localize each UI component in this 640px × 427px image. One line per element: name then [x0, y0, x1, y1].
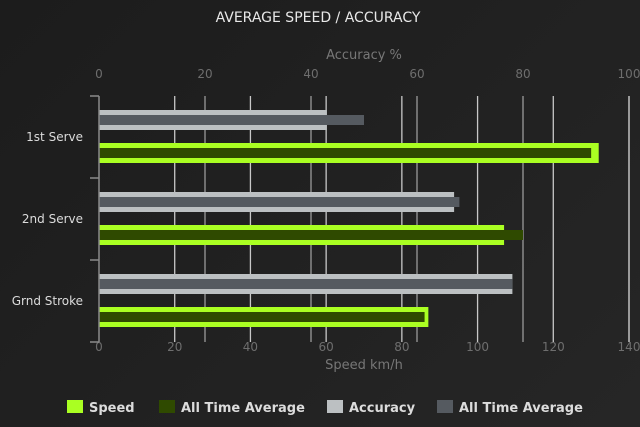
bottom-tick-label: 120	[542, 340, 565, 354]
legend-item: Accuracy	[327, 400, 416, 416]
top-tick-label: 60	[409, 67, 424, 81]
accuracy-average-bar	[99, 197, 460, 207]
bottom-axis-label: Speed km/h	[325, 358, 403, 373]
accuracy-average-bar	[99, 279, 513, 289]
legend-swatch	[159, 400, 175, 413]
legend-swatch	[67, 400, 83, 413]
bottom-tick-label: 40	[243, 340, 258, 354]
legend-item: Speed	[67, 400, 135, 416]
bottom-tick-label: 140	[618, 340, 640, 354]
speed-average-bar	[99, 148, 592, 158]
accuracy-average-bar	[99, 115, 364, 125]
legend-label: All Time Average	[459, 401, 583, 416]
top-tick-label: 20	[197, 67, 212, 81]
speed-average-bar	[99, 312, 425, 322]
bottom-tick-label: 80	[394, 340, 409, 354]
top-tick-label: 100	[618, 67, 640, 81]
chart-title: AVERAGE SPEED / ACCURACY	[216, 10, 421, 26]
category-label: 2nd Serve	[22, 212, 83, 226]
speed-average-bar	[99, 230, 523, 240]
bottom-tick-label: 100	[466, 340, 489, 354]
bottom-tick-label: 60	[319, 340, 334, 354]
top-axis-label: Accuracy %	[326, 48, 402, 63]
top-tick-label: 80	[515, 67, 530, 81]
top-tick-label: 0	[95, 67, 103, 81]
bottom-tick-label: 20	[167, 340, 182, 354]
legend-swatch	[327, 400, 343, 413]
legend-label: All Time Average	[181, 401, 305, 416]
legend-item: All Time Average	[437, 400, 583, 416]
legend-swatch	[437, 400, 453, 413]
category-label: Grnd Stroke	[12, 294, 83, 308]
legend-item: All Time Average	[159, 400, 305, 416]
top-tick-label: 40	[303, 67, 318, 81]
legend-label: Accuracy	[349, 401, 416, 416]
category-label: 1st Serve	[26, 130, 83, 144]
bottom-tick-label: 0	[95, 340, 103, 354]
legend-label: Speed	[89, 401, 135, 416]
